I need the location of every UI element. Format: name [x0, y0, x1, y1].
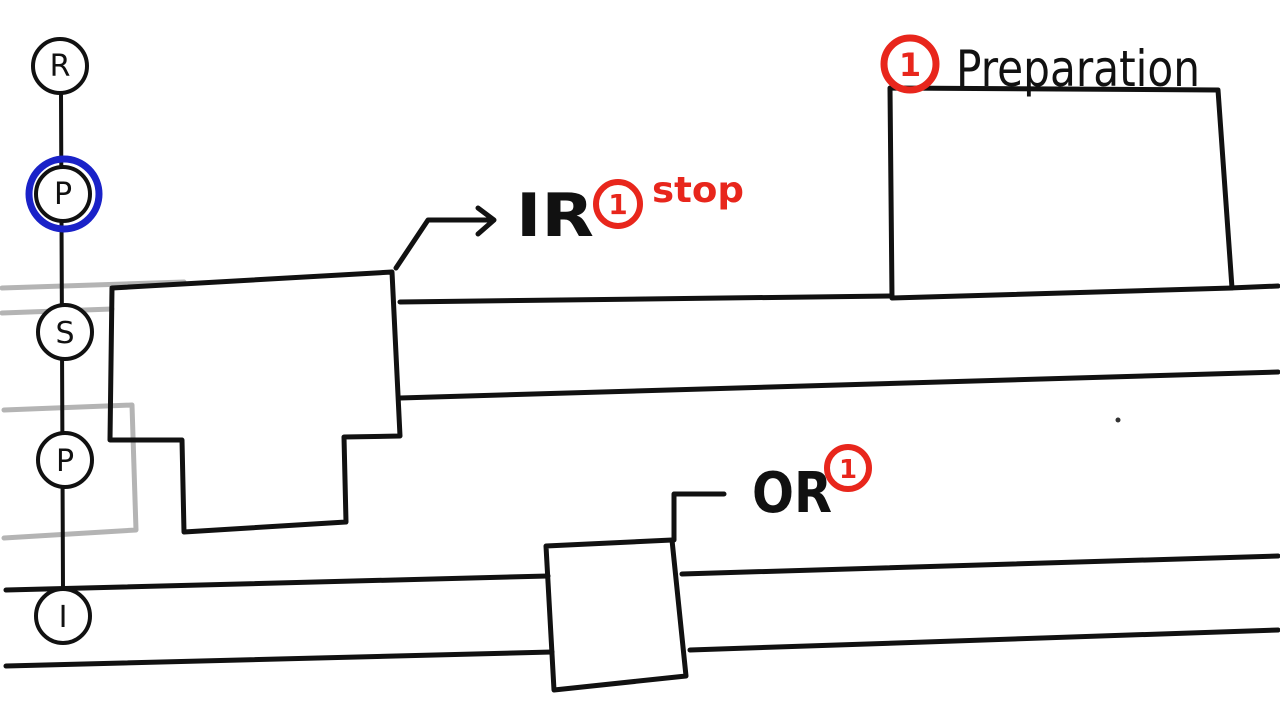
or-connector [671, 491, 727, 543]
lower-rails [3, 553, 1280, 669]
or-label-text: OR [752, 461, 832, 526]
preparation-title: Preparation [956, 40, 1200, 98]
or-label: OR 1 [752, 444, 872, 526]
red-number-badge-text: 1 [899, 46, 921, 84]
nav-node-label: P [54, 177, 72, 212]
background-sketch [0, 279, 187, 541]
nav-node-label: S [55, 316, 74, 351]
red-number-badge [824, 444, 872, 492]
nav-node-i[interactable]: I [34, 587, 92, 645]
upper-rails [397, 283, 1280, 401]
selection-ring [25, 155, 103, 233]
nav-node-label: R [50, 49, 71, 84]
nav-node-circle [36, 431, 94, 489]
node-navigator: R P S P I [25, 37, 103, 645]
nav-node-s[interactable]: S [36, 303, 94, 361]
ir-label-text: IR [516, 181, 594, 251]
nav-node-circle [34, 587, 92, 645]
nav-node-circle [36, 303, 94, 361]
nav-node-circle [31, 37, 89, 95]
stray-dot [1115, 417, 1121, 423]
red-number-badge [593, 179, 643, 229]
ir-stop-text: stop [652, 170, 744, 211]
nav-node-r[interactable]: R [31, 37, 89, 95]
red-number-badge-text: 1 [839, 455, 857, 485]
ir-stop-label: IR 1 stop [516, 170, 744, 251]
nav-node-p-selected[interactable]: P [25, 155, 103, 233]
preparation-label: 1 Preparation [880, 34, 1200, 98]
red-number-badge [880, 34, 940, 94]
ir-device-block[interactable] [107, 269, 403, 535]
nav-node-circle [34, 165, 92, 223]
preparation-box[interactable] [887, 85, 1235, 301]
red-number-badge-text: 1 [608, 188, 627, 221]
nav-node-p[interactable]: P [36, 431, 94, 489]
ir-arrow [393, 205, 497, 271]
or-device-block[interactable] [543, 537, 689, 693]
nav-node-label: P [56, 444, 74, 479]
nav-node-label: I [59, 600, 68, 635]
